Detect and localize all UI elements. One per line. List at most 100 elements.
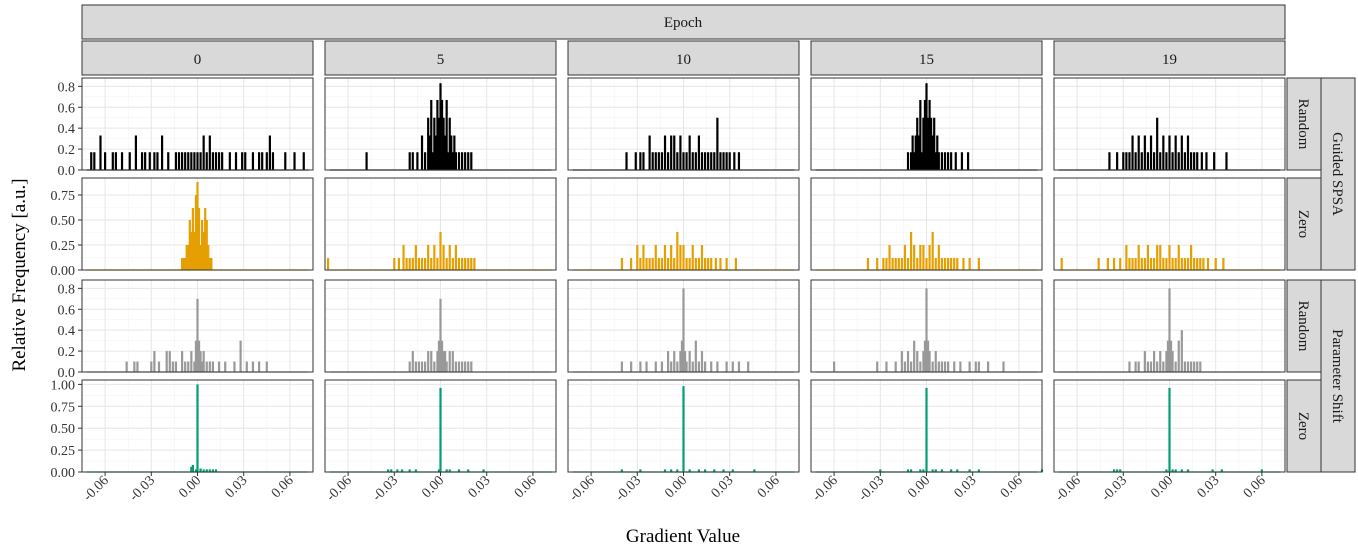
histogram-bar: [673, 135, 676, 170]
histogram-bar: [208, 469, 211, 472]
histogram-bar: [1137, 245, 1140, 270]
histogram-bar: [937, 361, 940, 372]
histogram-bar: [433, 361, 436, 372]
histogram-bar: [946, 152, 950, 170]
x-tick-label: 0.03: [952, 473, 980, 501]
histogram-bar: [470, 361, 473, 372]
histogram-bar: [93, 152, 96, 170]
histogram-bar: [1146, 361, 1150, 372]
histogram-bar: [148, 152, 151, 170]
histogram-bar: [713, 152, 716, 170]
histogram-bar: [1159, 245, 1162, 270]
histogram-bar: [221, 152, 224, 170]
histogram-bar: [737, 152, 741, 170]
histogram-bar: [642, 245, 645, 270]
histogram-bar: [196, 152, 199, 170]
histogram-bar: [894, 361, 897, 372]
panel-zero-19: [1053, 379, 1286, 473]
histogram-bar: [258, 152, 261, 170]
histogram-bar: [657, 152, 660, 170]
histogram-bar: [420, 361, 424, 372]
histogram-bar: [719, 258, 722, 270]
histogram-bar: [694, 152, 697, 170]
histogram-bar: [685, 152, 688, 170]
histogram-bar: [440, 99, 444, 170]
panel-border: [567, 77, 800, 171]
histogram-bar: [271, 152, 275, 170]
histogram-bar: [199, 152, 202, 170]
histogram-bar: [630, 361, 633, 372]
histogram-bar: [725, 258, 728, 270]
x-tick-label: -0.03: [1099, 473, 1130, 504]
histogram-bar: [725, 152, 728, 170]
histogram-bar: [205, 220, 208, 270]
panel-zero-19: [1053, 177, 1286, 271]
histogram-bar: [448, 351, 451, 372]
histogram-bar: [442, 351, 445, 372]
histogram-bar: [439, 83, 442, 170]
x-tick-label: 0.06: [269, 473, 297, 501]
x-tick-label: 0.00: [905, 473, 933, 501]
histogram-bar: [959, 361, 962, 372]
histogram-bar: [657, 258, 660, 270]
histogram-bar: [1186, 258, 1190, 270]
epoch-strip-5: [324, 40, 557, 76]
histogram-bar: [914, 135, 917, 170]
histogram-bar: [1149, 135, 1153, 170]
histogram-bar: [177, 152, 181, 170]
histogram-bar: [414, 361, 417, 372]
x-tick-label: 0.06: [1241, 473, 1269, 501]
histogram-bar: [457, 258, 461, 270]
histogram-bar: [464, 361, 467, 372]
histogram-bar: [1162, 135, 1165, 170]
histogram-bar: [454, 152, 457, 170]
histogram-bar: [197, 208, 201, 270]
panel-zero-0: [81, 177, 314, 271]
histogram-bar: [430, 351, 433, 372]
histogram-bar: [943, 361, 947, 372]
histogram-bar: [1174, 135, 1177, 170]
y-tick-label: 0.00: [51, 466, 76, 481]
histogram-bar: [731, 469, 734, 472]
histogram-bar: [937, 245, 940, 270]
x-tick-label: -0.03: [127, 473, 158, 504]
facet-panels: [81, 77, 1286, 473]
histogram-bar: [201, 220, 204, 270]
histogram-bar: [1097, 258, 1100, 270]
histogram-bar: [1162, 258, 1165, 270]
histogram-bar: [205, 469, 208, 472]
panel-border: [81, 177, 314, 271]
histogram-bar: [181, 152, 184, 170]
histogram-bar: [217, 152, 221, 170]
histogram-bar: [917, 135, 920, 170]
histogram-bar: [1180, 258, 1183, 270]
histogram-bar: [1140, 152, 1143, 170]
histogram-bar: [284, 152, 287, 170]
histogram-bar: [968, 469, 971, 472]
histogram-bar: [922, 351, 925, 372]
histogram-bar: [974, 361, 977, 372]
y-tick-label: 0.50: [51, 422, 76, 437]
histogram-bar: [654, 361, 657, 372]
histogram-bar: [934, 469, 937, 472]
histogram-bar: [1202, 258, 1205, 270]
histogram-bar: [933, 117, 936, 170]
histogram-bar: [1260, 469, 1263, 472]
histogram-bar: [1200, 152, 1203, 170]
histogram-bar: [866, 258, 870, 270]
histogram-bar: [467, 469, 470, 472]
histogram-bar: [1134, 152, 1137, 170]
histogram-bar: [1143, 135, 1146, 170]
histogram-bar: [1108, 152, 1111, 170]
histogram-bar: [943, 152, 947, 170]
histogram-bar: [1153, 258, 1156, 270]
histogram-bar: [1125, 152, 1128, 170]
panel-border: [324, 177, 557, 271]
histogram-bar: [428, 135, 431, 170]
histogram-bar: [202, 232, 205, 270]
histogram-bar: [400, 469, 404, 472]
histogram-bar: [1153, 351, 1156, 372]
x-tick-label: -0.03: [856, 473, 887, 504]
histogram-bar: [1180, 330, 1183, 372]
histogram-bar: [439, 298, 442, 372]
